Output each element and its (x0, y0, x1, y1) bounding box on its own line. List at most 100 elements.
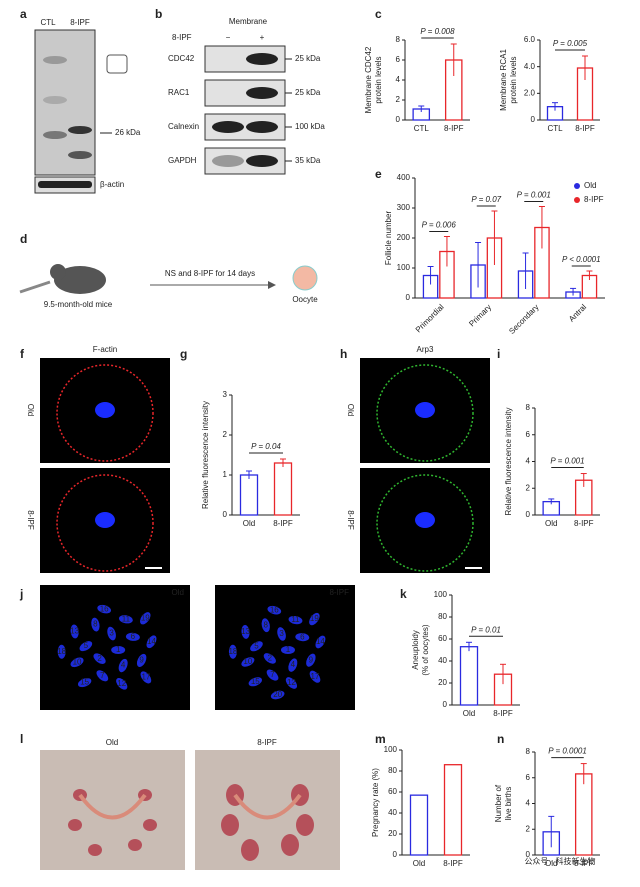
chromosome-label: 6 (300, 632, 305, 641)
chromosome-label: 16 (270, 605, 279, 614)
chromosome-label: 8 (264, 620, 269, 629)
image-part (91, 617, 100, 632)
image-part (78, 793, 147, 820)
x-tick-label: CTL (414, 124, 430, 133)
label: 25 kDa (295, 88, 321, 97)
p-value: P = 0.001 (517, 191, 551, 200)
image-part (280, 646, 295, 654)
image-part (116, 678, 128, 690)
label: Calnexin (168, 122, 199, 131)
y-tick-label: 2 (526, 483, 531, 492)
image-part (246, 121, 278, 133)
y-tick-label: 100 (384, 745, 398, 754)
panel-letter: i (497, 347, 500, 361)
y-axis-label: Pregnancy rate (%) (371, 768, 380, 837)
image-part (281, 834, 299, 856)
x-tick-label: 8-IPF (574, 519, 594, 528)
y-axis-label: Relative fluorescence intensity (504, 407, 513, 515)
chromosome-label: 15 (251, 677, 260, 686)
x-tick-label: 8-IPF (273, 519, 293, 528)
p-value: P = 0.005 (553, 39, 588, 48)
image-part (77, 678, 92, 688)
x-tick-label: Antral (567, 302, 588, 323)
chromosome-label: 4 (121, 661, 126, 670)
chromosome-label: 7 (270, 670, 275, 679)
chromosome-label: 17 (311, 672, 320, 681)
label: − (226, 33, 231, 42)
image-part (43, 56, 67, 64)
image-part (140, 671, 152, 684)
chromosome-label: 12 (287, 678, 296, 687)
image-part (125, 632, 140, 641)
label: RAC1 (168, 88, 190, 97)
y-tick-label: 60 (438, 634, 447, 643)
y-tick-label: 6 (526, 773, 531, 782)
image-part (140, 612, 151, 625)
y-tick-label: 0 (526, 850, 531, 859)
image-part (70, 624, 79, 639)
image-part (57, 644, 66, 659)
chromosome-label: 13 (241, 627, 250, 636)
y-tick-label: 40 (388, 808, 397, 817)
panel-letter: a (20, 7, 27, 21)
panel-letter: j (19, 587, 23, 601)
chromosome-label: 1 (116, 645, 121, 654)
image-part (241, 839, 259, 861)
image-part (309, 612, 320, 626)
y-tick-label: 4 (396, 75, 401, 84)
image-part (143, 819, 157, 831)
image-part (106, 54, 128, 74)
image-part (266, 669, 279, 681)
chromosome-label: 14 (316, 637, 325, 646)
y-axis-label: protein levels (374, 56, 383, 103)
y-tick-label: 1 (223, 470, 228, 479)
image-part (34, 29, 96, 176)
panel-letter: g (180, 347, 187, 361)
y-tick-label: 20 (438, 678, 447, 687)
x-tick-label: Primary (467, 303, 493, 329)
y-tick-label: 0 (526, 510, 531, 519)
legend-label: 8-IPF (584, 195, 604, 204)
y-axis-label: Follicle number (384, 211, 393, 266)
chromosome-label: 9 (309, 655, 314, 664)
image-part (95, 402, 115, 418)
image-part (70, 657, 84, 668)
chromosome-label: 5 (254, 641, 259, 650)
image-part (315, 635, 326, 649)
label: Old (26, 404, 35, 416)
image-part (285, 677, 298, 689)
image-part (107, 626, 116, 641)
image-part (263, 653, 276, 664)
image-part (68, 126, 92, 134)
image-part (270, 690, 285, 700)
y-tick-label: 8 (526, 403, 531, 412)
label: NS and 8-IPF for 14 days (165, 269, 255, 278)
image-part (267, 605, 282, 615)
y-tick-label: 80 (438, 612, 447, 621)
label: Oocyte (292, 295, 318, 304)
y-tick-label: 6 (396, 55, 401, 64)
chromosome-label: 4 (291, 660, 296, 669)
image-part (292, 265, 318, 291)
image-part (56, 364, 154, 462)
x-tick-label: Old (463, 709, 475, 718)
chromosome-label: 8 (93, 620, 98, 629)
label: + (260, 33, 265, 42)
chromosome-label: 10 (243, 657, 252, 666)
image-part (309, 670, 321, 683)
image-part (233, 793, 302, 820)
chromosome-label: 11 (122, 614, 131, 623)
image-part (415, 512, 435, 528)
label: Arp3 (417, 345, 434, 354)
y-tick-label: 0 (393, 850, 398, 859)
y-tick-label: 0 (531, 115, 536, 124)
image-part (248, 677, 262, 687)
chromosome-label: 3 (279, 629, 284, 638)
image-part (93, 653, 106, 664)
bar (239, 474, 259, 516)
x-tick-label: 8-IPF (443, 859, 463, 868)
label: 26 kDa (115, 128, 141, 137)
image-part (38, 181, 92, 188)
y-axis-label: Aneuploidy (411, 630, 420, 670)
